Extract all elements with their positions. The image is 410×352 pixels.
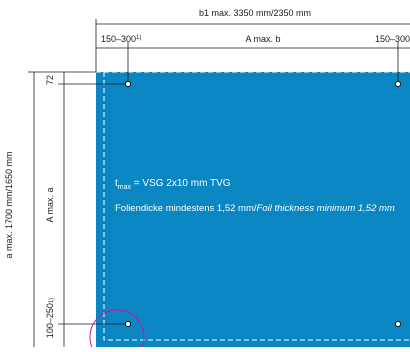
mounting-hole-icon xyxy=(124,80,132,88)
thickness-prefix: t xyxy=(115,178,118,189)
foil-note-german: Foliendicke mindestens 1,52 mm/ xyxy=(115,203,257,214)
left-bottom-offset: 100–2501) xyxy=(45,298,55,338)
foil-thickness-note: Foliendicke mindestens 1,52 mm/Foil thic… xyxy=(115,203,405,214)
mounting-hole-icon xyxy=(124,320,132,328)
left-middle-label: A max. a xyxy=(45,187,55,222)
top-right-offset: 150–300 xyxy=(375,34,410,44)
thickness-sub: max xyxy=(117,184,132,191)
foil-note-english: Foil thickness minimum 1,52 mm xyxy=(256,203,395,214)
glass-panel xyxy=(96,72,410,352)
top-overall-label: b1 max. 3350 mm/2350 mm xyxy=(199,8,311,18)
thickness-spec: tmax = VSG 2x10 mm TVG xyxy=(115,178,231,191)
thickness-value: = VSG 2x10 mm TVG xyxy=(131,178,231,189)
mounting-hole-icon xyxy=(394,320,402,328)
left-top-offset: 72 xyxy=(45,75,55,85)
mounting-hole-icon xyxy=(394,80,402,88)
top-middle-label: A max. b xyxy=(245,34,280,44)
corner-highlight-circle xyxy=(89,309,145,352)
left-overall-label: a max. 1700 mm/1650 mm xyxy=(4,151,14,258)
panel-dashed-edge xyxy=(103,72,410,341)
top-left-offset: 150–3001) xyxy=(101,34,141,44)
